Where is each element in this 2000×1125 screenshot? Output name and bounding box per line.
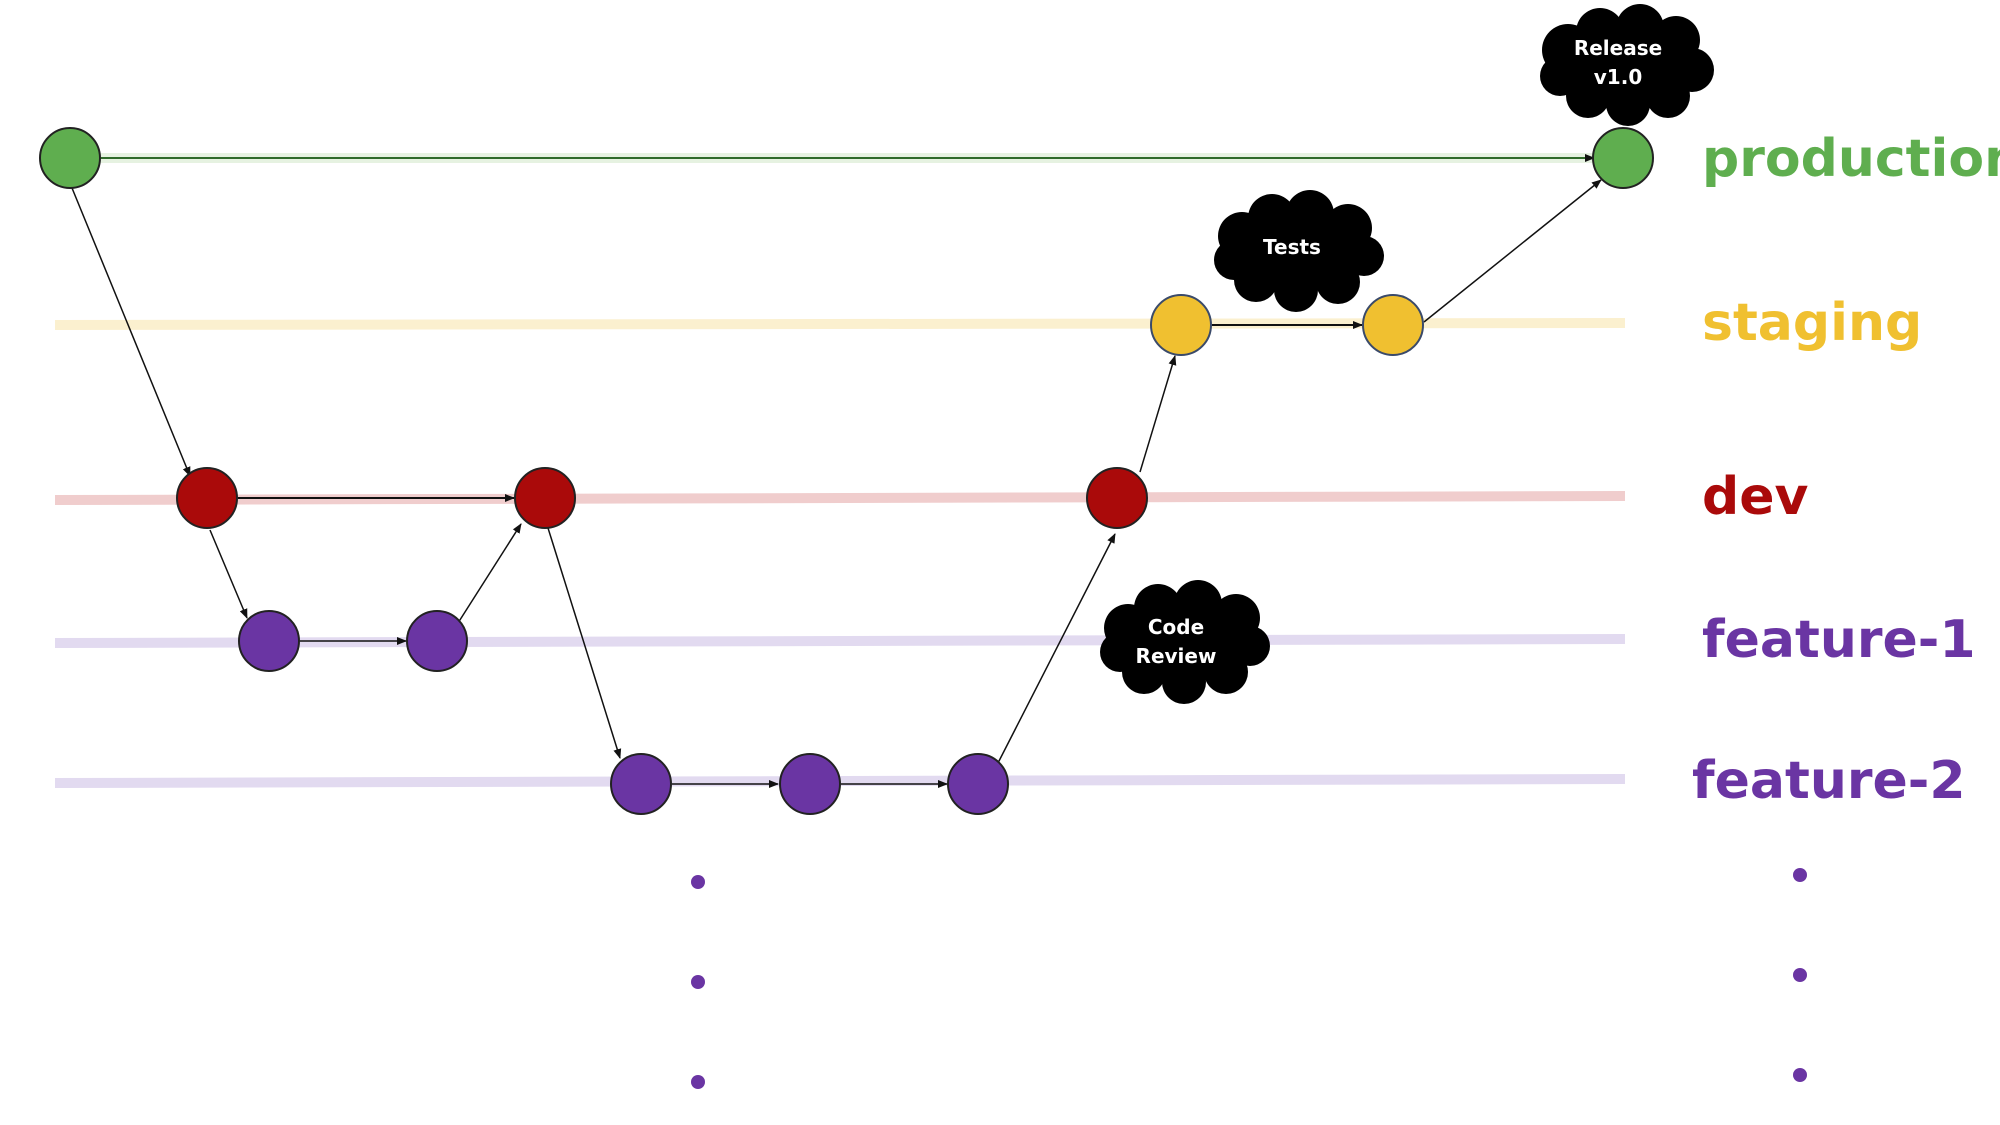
branch-label-production: production bbox=[1702, 129, 2000, 189]
lanes bbox=[54, 153, 1626, 788]
branch-label-feature-2: feature-2 bbox=[1692, 751, 1966, 811]
commit-node-staging-1 bbox=[1150, 294, 1212, 356]
cloud-release-line-1: Release bbox=[1574, 36, 1662, 60]
commit-nodes bbox=[39, 127, 1654, 815]
cloud-tests-line-1: Tests bbox=[1263, 235, 1321, 259]
commit-node-dev-3 bbox=[1086, 467, 1148, 529]
branch-label-dev: dev bbox=[1702, 467, 1808, 527]
branch-label-feature-1: feature-1 bbox=[1702, 610, 1976, 670]
lane-dev bbox=[54, 491, 1626, 505]
commit-node-feature2-1 bbox=[610, 753, 672, 815]
cloud-code-review-line-1: Code bbox=[1148, 615, 1204, 639]
commit-arrows bbox=[71, 154, 1602, 788]
arrow-dev-to-feature2 bbox=[547, 527, 622, 759]
commit-node-production-release bbox=[1592, 127, 1654, 189]
cloud-release: Release v1.0 bbox=[1540, 4, 1714, 126]
arrow-staging-to-production bbox=[1423, 179, 1602, 323]
arrow-prod-to-dev bbox=[71, 187, 191, 477]
commit-node-dev-2 bbox=[514, 467, 576, 529]
dot-ellipsis-right-3 bbox=[1793, 1068, 1807, 1082]
cloud-code-review: Code Review bbox=[1100, 580, 1270, 704]
arrow-dev-to-feature1 bbox=[209, 529, 248, 619]
lane-feature-1 bbox=[54, 634, 1626, 648]
dot-ellipsis-left-3 bbox=[691, 1075, 705, 1089]
arrow-feature2-to-dev bbox=[997, 533, 1116, 764]
commit-node-feature2-2 bbox=[779, 753, 841, 815]
commit-node-feature2-3 bbox=[947, 753, 1009, 815]
commit-node-staging-2 bbox=[1362, 294, 1424, 356]
commit-node-feature1-1 bbox=[238, 610, 300, 672]
branch-label-staging: staging bbox=[1702, 293, 1922, 353]
cloud-code-review-line-2: Review bbox=[1136, 644, 1217, 668]
commit-node-dev-1 bbox=[176, 467, 238, 529]
dot-ellipsis-left-2 bbox=[691, 975, 705, 989]
arrow-dev-to-staging bbox=[1139, 355, 1177, 473]
dot-ellipsis-right-2 bbox=[1793, 968, 1807, 982]
cloud-release-line-2: v1.0 bbox=[1594, 65, 1642, 89]
branch-labels: production staging dev feature-1 feature… bbox=[1692, 129, 2000, 811]
dot-ellipsis-left-1 bbox=[691, 875, 705, 889]
continuation-dots bbox=[691, 868, 1807, 1089]
arrow-feature1-to-dev bbox=[457, 523, 522, 624]
commit-node-feature1-2 bbox=[406, 610, 468, 672]
commit-node-production-start bbox=[39, 127, 101, 189]
dot-ellipsis-right-1 bbox=[1793, 868, 1807, 882]
cloud-tests: Tests bbox=[1214, 190, 1384, 312]
